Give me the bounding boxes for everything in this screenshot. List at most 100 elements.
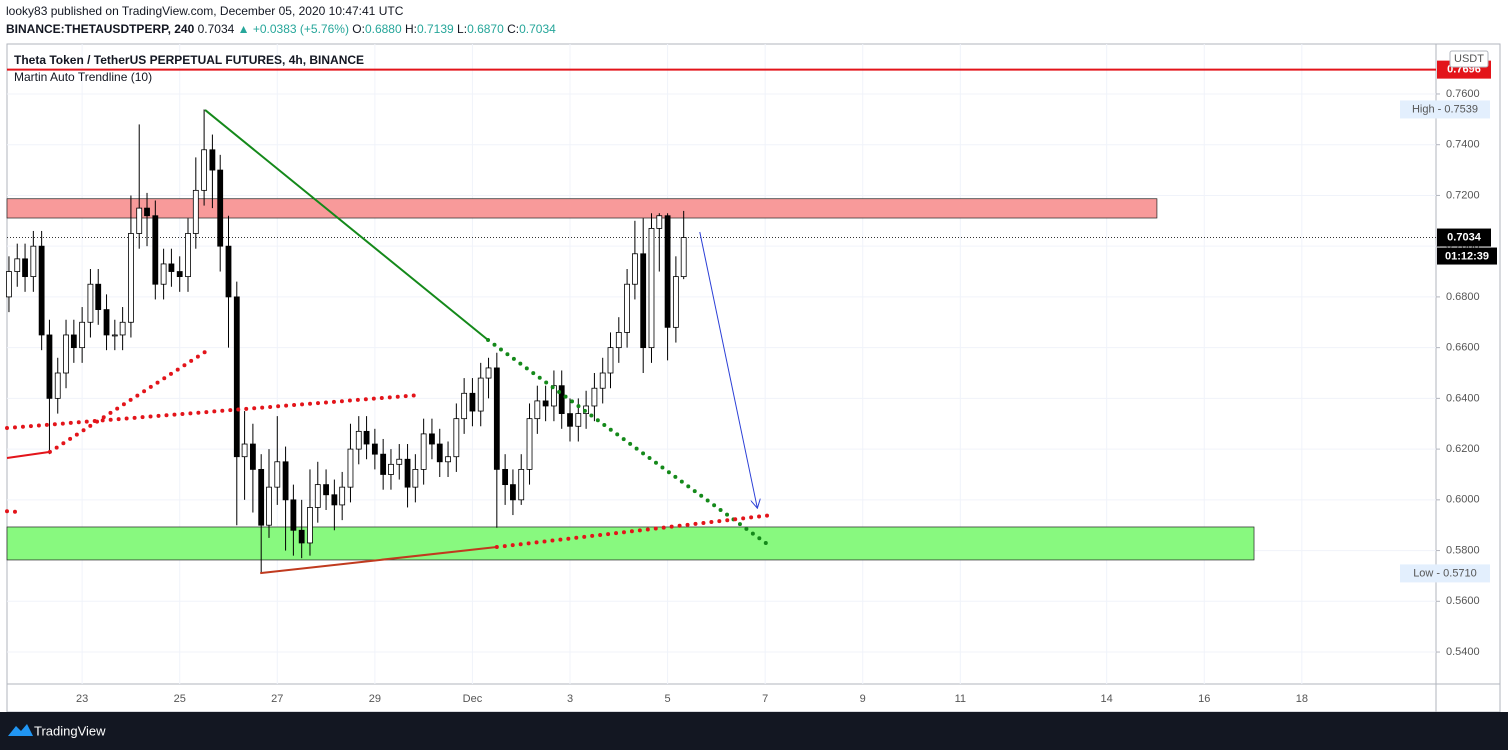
candle-body <box>461 392 468 420</box>
candle-body <box>526 418 533 470</box>
candle-body <box>412 468 419 488</box>
candle-body <box>241 443 248 458</box>
x-tick-label: 16 <box>1198 693 1210 705</box>
candle-body <box>429 433 435 445</box>
y-tick-label: 0.5800 <box>1446 544 1480 556</box>
candle-body <box>282 461 289 501</box>
candle-body <box>551 385 557 407</box>
trendline <box>47 349 208 454</box>
candle-body <box>664 215 671 328</box>
x-tick-label: 7 <box>762 693 768 705</box>
x-tick-label: 5 <box>665 693 671 705</box>
candle-body <box>209 149 216 171</box>
candle-body <box>436 443 443 463</box>
currency-box <box>1449 50 1489 68</box>
last-price-box <box>1437 228 1491 247</box>
y-tick-label: 0.6000 <box>1446 494 1480 506</box>
x-tick-label: 27 <box>271 693 283 705</box>
y-tick-label: 0.6400 <box>1446 392 1480 404</box>
candle-body <box>672 276 679 328</box>
candle-body <box>22 258 28 278</box>
last-price-text: 0.7034 <box>1447 231 1482 243</box>
candle-body <box>152 215 159 285</box>
candle-body <box>331 494 338 506</box>
candle-body <box>217 169 224 247</box>
trendline <box>699 231 758 508</box>
candle-body <box>493 367 500 470</box>
l-label: L: <box>457 22 467 36</box>
x-tick-label: Dec <box>463 693 483 705</box>
candle-body <box>615 332 622 349</box>
legend-title: Theta Token / TetherUS PERPETUAL FUTURES… <box>14 53 364 67</box>
candle-body <box>339 486 346 506</box>
change: ▲ +0.0383 (+5.76%) <box>238 22 349 36</box>
y-tick-label: 0.5400 <box>1446 646 1480 658</box>
y-tick-label: 0.7400 <box>1446 139 1480 151</box>
candle-body <box>420 433 427 470</box>
candle-body <box>160 263 167 285</box>
candle-body <box>404 458 411 488</box>
price-label-text: High - 0.7539 <box>1412 103 1478 115</box>
candle-body <box>266 486 272 526</box>
candle-body <box>233 296 240 458</box>
x-tick-label: 14 <box>1101 693 1113 705</box>
l: 0.6870 <box>467 22 504 36</box>
h-label: H: <box>405 22 417 36</box>
logo <box>8 724 33 736</box>
x-tick-label: 25 <box>174 693 186 705</box>
legend-indicator: Martin Auto Trendline (10) <box>14 70 152 84</box>
currency: USDT <box>1454 53 1484 65</box>
candle-body <box>632 253 638 285</box>
candle-body <box>323 484 329 496</box>
candle-body <box>396 458 403 465</box>
candle-body <box>176 271 183 278</box>
candle-body <box>445 456 451 463</box>
candle-body <box>485 367 492 379</box>
candle-body <box>87 283 94 323</box>
candle-body <box>307 507 313 544</box>
candle-body <box>274 461 281 488</box>
y-tick-label: 0.6200 <box>1446 443 1480 455</box>
y-tick-label: 0.7600 <box>1446 88 1480 100</box>
price-label-text: Low - 0.5710 <box>1413 567 1477 579</box>
candle-body <box>185 233 191 278</box>
candle-body <box>567 413 573 427</box>
candle-body <box>168 263 175 272</box>
candle-body <box>192 189 199 234</box>
trendline <box>5 393 421 431</box>
candle-body <box>453 418 460 458</box>
candle-body <box>518 468 525 501</box>
candle-body <box>225 245 232 298</box>
countdown: 01:12:39 <box>1445 250 1489 262</box>
candle-body <box>290 499 297 531</box>
brand[interactable]: TradingView <box>34 723 106 738</box>
candle-body <box>648 228 655 349</box>
candle-body <box>128 233 134 323</box>
c-label: C: <box>507 22 519 36</box>
trendline <box>260 546 497 575</box>
last: 0.7034 <box>198 22 235 36</box>
zone <box>6 198 1158 219</box>
footer-bar <box>0 712 1508 750</box>
candle-body <box>95 283 102 310</box>
candle-body <box>30 245 37 278</box>
candle-body <box>70 334 77 349</box>
candle-body <box>111 334 118 337</box>
candle-body <box>599 372 606 389</box>
trendline <box>494 513 770 550</box>
c: 0.7034 <box>519 22 556 36</box>
h: 0.7139 <box>417 22 454 36</box>
o-label: O: <box>352 22 365 36</box>
candle-body <box>347 448 354 488</box>
candle-body <box>258 468 265 526</box>
o: 0.6880 <box>365 22 402 36</box>
candle-body <box>249 443 256 470</box>
trendline <box>5 509 21 515</box>
candle-body <box>363 430 370 445</box>
candle-body <box>575 413 582 427</box>
countdown-box <box>1437 247 1497 265</box>
candle-body <box>380 453 387 475</box>
candle-body <box>6 271 12 298</box>
candle-body <box>46 334 53 399</box>
